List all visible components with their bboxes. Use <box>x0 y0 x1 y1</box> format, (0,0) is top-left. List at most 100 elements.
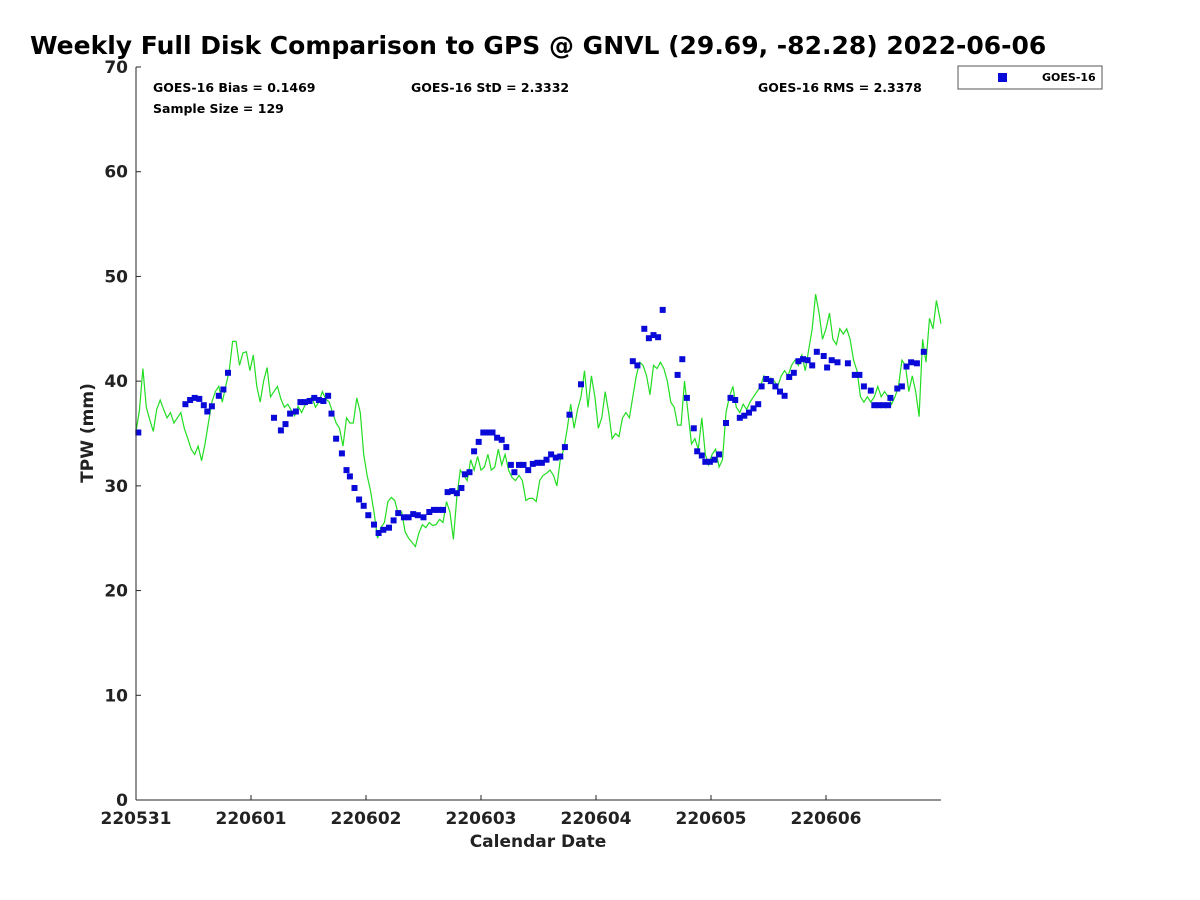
goes-16-point <box>494 434 501 441</box>
x-tick-label: 220603 <box>446 809 517 829</box>
goes-16-point <box>196 395 203 402</box>
goes-16-point <box>277 427 284 434</box>
goes-16-point <box>920 348 927 355</box>
goes-16-point <box>414 512 421 519</box>
y-axis-label: TPW (mm) <box>78 383 98 483</box>
x-tick-label: 220531 <box>101 809 172 829</box>
x-axis-label: Calendar Date <box>470 832 607 852</box>
goes-16-point <box>786 374 793 380</box>
goes-16-point <box>711 456 718 463</box>
goes-16-point <box>772 383 779 390</box>
y-tick-label: 10 <box>104 686 128 706</box>
x-tick-label: 220606 <box>791 809 862 829</box>
goes-16-point <box>727 394 734 401</box>
y-tick-label: 50 <box>104 267 128 287</box>
goes-16-point <box>200 402 207 409</box>
goes-16-point <box>880 402 887 409</box>
goes-16-point <box>410 511 417 518</box>
goes-16-point <box>746 409 752 416</box>
legend-box <box>957 65 1103 90</box>
goes-16-point <box>453 490 460 497</box>
goes-16-point <box>629 358 636 365</box>
goes-16-point <box>824 364 831 371</box>
goes-16-point <box>641 325 648 332</box>
goes-16-point <box>282 421 289 428</box>
goes-16-point <box>507 461 514 468</box>
x-tick-label: 220601 <box>216 809 287 829</box>
goes-16-point <box>426 509 433 515</box>
goes-16-point <box>511 469 518 476</box>
goes-16-point <box>534 459 541 466</box>
goes-16-point <box>520 461 527 468</box>
rms-stat: GOES-16 RMS = 2.3378 <box>758 80 922 95</box>
x-tick-label: 220605 <box>676 809 747 829</box>
goes-16-point <box>466 469 473 476</box>
goes-16-point <box>458 485 465 491</box>
goes-16-point <box>204 408 211 415</box>
goes-16-point <box>320 398 327 404</box>
goes-16-point <box>552 454 559 461</box>
goes-16-point <box>844 360 851 367</box>
goes-16-point <box>489 429 496 436</box>
goes-16-point <box>634 362 641 369</box>
x-ticks: 220531 220601 220602 220603 220604 220605 2206… <box>101 795 862 829</box>
legend-label-goes-16: GOES-16 <box>1042 71 1096 84</box>
goes-16-point <box>220 386 227 393</box>
goes-16-point <box>694 448 701 455</box>
goes-16-point <box>777 388 783 395</box>
goes-16-point <box>484 429 491 436</box>
goes-16-point <box>302 399 308 406</box>
goes-16-point <box>503 444 510 451</box>
y-tick-label: 20 <box>104 582 128 602</box>
goes-16-point <box>851 371 858 378</box>
goes-16-point <box>271 414 277 421</box>
goes-16-point <box>566 411 573 418</box>
goes-16-point <box>538 459 545 466</box>
goes-16-point <box>557 453 564 460</box>
goes-16-point <box>732 397 739 403</box>
goes-16-point <box>471 448 478 455</box>
goes-16-point <box>561 444 568 451</box>
goes-16-point <box>716 451 723 458</box>
goes-16-point <box>578 381 584 388</box>
goes-16-point <box>360 502 367 509</box>
goes-16-point <box>887 394 894 401</box>
goes-16-point <box>449 488 456 495</box>
goes-16-point <box>856 371 863 378</box>
goes-16-point <box>736 414 743 421</box>
goes-16-point <box>135 429 142 436</box>
y-tick-label: 40 <box>104 372 128 392</box>
goes-16-point <box>525 467 532 474</box>
goes-16-point <box>356 496 363 503</box>
goes-16-point <box>328 410 335 417</box>
x-tick-label: 220602 <box>331 809 402 829</box>
goes-16-point <box>750 405 757 412</box>
goes-16-point <box>741 412 748 419</box>
axes: 0 10 20 30 40 50 60 70 220531 220601 220602 220603… <box>101 58 941 829</box>
goes-16-point <box>475 438 482 445</box>
goes-16-point <box>706 458 713 465</box>
goes-16-point <box>351 485 358 491</box>
y-tick-label: 60 <box>104 163 128 183</box>
legend-marker-goes-16 <box>998 73 1007 82</box>
goes-16-point <box>860 383 867 390</box>
goes-16-point <box>325 392 332 399</box>
goes-16-point <box>333 435 340 442</box>
goes-16-point <box>461 471 468 478</box>
goes-16-point <box>371 521 377 528</box>
goes-16-point <box>346 473 353 480</box>
goes-16-point <box>790 369 797 376</box>
goes-16-point <box>698 452 705 459</box>
goes-16-point <box>338 450 345 457</box>
goes-16-point <box>690 425 697 432</box>
goes-16-point <box>187 397 194 403</box>
goes-16-point <box>306 398 313 404</box>
std-stat: GOES-16 StD = 2.3332 <box>411 80 569 95</box>
gps-series-line <box>135 294 942 548</box>
goes-16-point <box>763 376 770 382</box>
goes-16-point <box>650 332 657 339</box>
goes-16-point <box>871 402 878 409</box>
goes-16-point <box>191 394 198 401</box>
bias-stat: GOES-16 Bias = 0.1469 <box>153 80 315 95</box>
stats-annotations: GOES-16 Bias = 0.1469 GOES-16 StD = 2.33… <box>153 80 922 116</box>
